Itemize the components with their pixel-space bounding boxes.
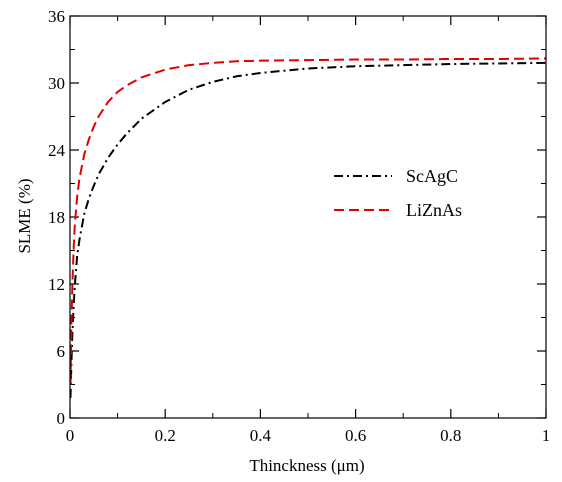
x-tick-label: 0.4 bbox=[250, 426, 272, 445]
plot-frame bbox=[69, 15, 547, 419]
x-tick-label: 0 bbox=[66, 426, 75, 445]
x-tick-label: 0.6 bbox=[345, 426, 366, 445]
x-tick-label: 0.2 bbox=[155, 426, 176, 445]
x-tick-label: 0.8 bbox=[440, 426, 461, 445]
x-axis-label: Thinckness (μm) bbox=[249, 456, 364, 475]
axis-ticks bbox=[69, 15, 547, 419]
legend-label-scagc: ScAgC bbox=[406, 166, 458, 186]
series-line-liznas bbox=[69, 57, 547, 385]
series-line-scagc bbox=[69, 61, 547, 398]
tick-labels: 0 0.2 0.4 0.6 0.8 1 0 6 12 18 24 30 36 bbox=[48, 7, 550, 445]
series-lines bbox=[69, 57, 547, 398]
y-tick-label: 12 bbox=[48, 275, 65, 294]
legend: ScAgC LiZnAs bbox=[334, 166, 462, 220]
y-tick-label: 24 bbox=[48, 141, 66, 160]
y-tick-label: 0 bbox=[57, 409, 66, 428]
y-tick-label: 18 bbox=[48, 208, 65, 227]
x-tick-label: 1 bbox=[542, 426, 551, 445]
y-tick-label: 36 bbox=[48, 7, 65, 26]
y-tick-label: 6 bbox=[57, 342, 66, 361]
y-axis-label: SLME (%) bbox=[15, 178, 34, 253]
y-tick-label: 30 bbox=[48, 74, 65, 93]
legend-label-lizans: LiZnAs bbox=[406, 200, 462, 220]
